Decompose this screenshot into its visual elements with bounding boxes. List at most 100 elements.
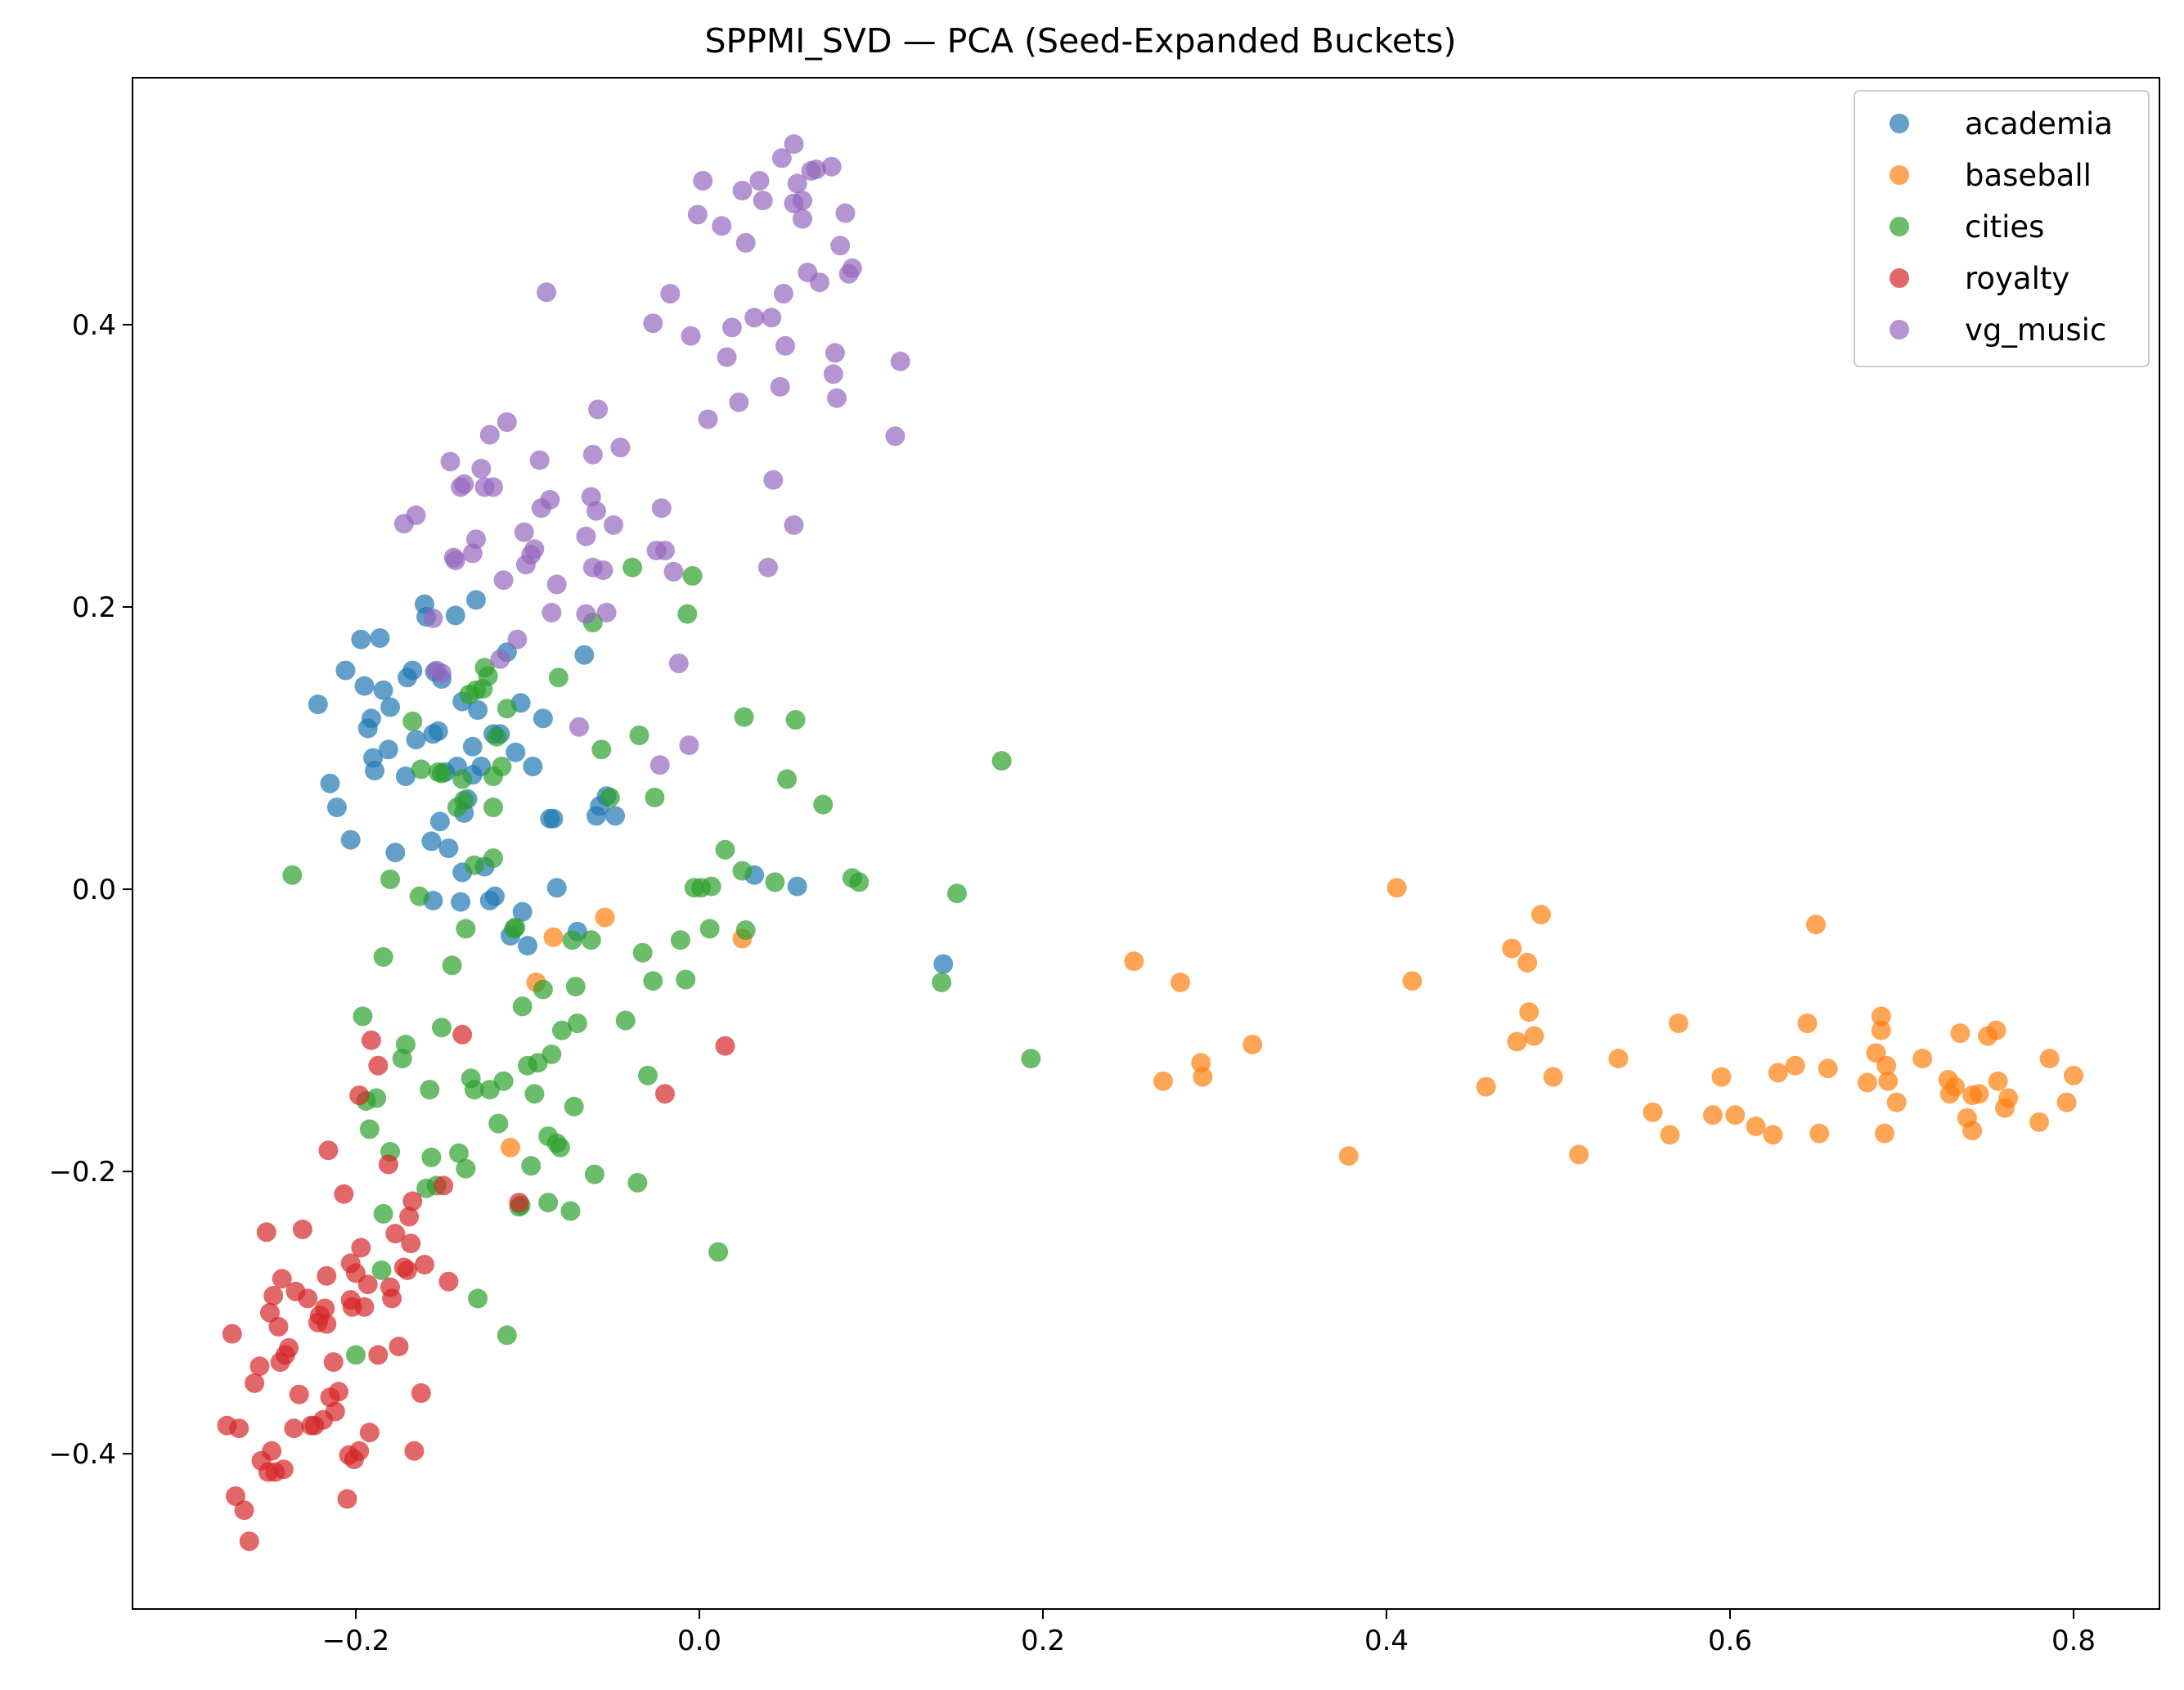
point-academia — [428, 721, 448, 741]
point-cities — [488, 1113, 509, 1134]
point-cities — [442, 955, 462, 976]
legend-marker-cities — [1890, 217, 1909, 236]
point-royalty — [411, 1383, 431, 1403]
point-cities — [676, 969, 696, 990]
point-cities — [638, 1065, 658, 1085]
point-royalty — [351, 1238, 371, 1258]
point-academia — [787, 876, 807, 897]
point-vg_music — [749, 171, 770, 191]
point-vg_music — [693, 171, 713, 191]
point-cities — [483, 848, 503, 869]
point-vg_music — [582, 444, 603, 465]
point-cities — [560, 1201, 581, 1221]
point-cities — [849, 872, 870, 892]
point-royalty — [357, 1274, 378, 1295]
point-cities — [734, 707, 754, 727]
point-royalty — [268, 1316, 289, 1337]
point-baseball — [1998, 1088, 2019, 1108]
point-vg_music — [679, 735, 699, 756]
point-academia — [518, 936, 537, 956]
point-royalty — [325, 1401, 345, 1422]
point-vg_music — [593, 560, 613, 581]
point-vg_music — [763, 470, 784, 490]
point-cities — [456, 919, 476, 939]
point-vg_music — [454, 474, 474, 494]
point-vg_music — [432, 663, 452, 684]
point-vg_music — [773, 284, 793, 303]
point-cities — [524, 1084, 545, 1104]
x-tick-label: 0.0 — [677, 1625, 721, 1657]
point-vg_music — [524, 539, 545, 560]
point-vg_music — [586, 501, 606, 521]
point-baseball — [1945, 1076, 1966, 1097]
point-baseball — [1243, 1034, 1263, 1054]
point-cities — [735, 920, 756, 941]
point-cities — [380, 870, 400, 889]
point-vg_music — [771, 148, 792, 169]
point-royalty — [317, 1265, 337, 1286]
y-tick-label: 0.2 — [72, 591, 116, 624]
point-baseball — [1988, 1071, 2008, 1091]
point-vg_music — [576, 526, 596, 546]
point-vg_music — [770, 376, 790, 397]
point-vg_music — [835, 203, 856, 223]
point-royalty — [385, 1224, 406, 1244]
y-tick-label: 0.4 — [72, 309, 116, 342]
point-vg_music — [823, 364, 843, 384]
point-royalty — [655, 1084, 675, 1104]
point-academia — [533, 708, 553, 729]
point-vg_music — [687, 205, 708, 225]
point-baseball — [1507, 1032, 1527, 1052]
plot-frame — [132, 77, 2160, 1610]
point-baseball — [1876, 1055, 1897, 1076]
point-royalty — [415, 1255, 434, 1274]
point-academia — [933, 954, 954, 974]
point-royalty — [292, 1219, 312, 1239]
point-cities — [715, 839, 735, 860]
point-cities — [584, 1164, 604, 1184]
point-cities — [552, 1020, 572, 1041]
point-vg_music — [663, 561, 684, 582]
point-baseball — [1818, 1058, 1838, 1079]
point-cities — [562, 930, 582, 951]
point-vg_music — [784, 134, 804, 155]
point-cities — [632, 942, 653, 963]
point-vg_music — [651, 498, 672, 519]
point-cities — [591, 739, 612, 760]
point-vg_music — [445, 551, 465, 571]
legend-marker-royalty — [1890, 268, 1909, 288]
point-vg_music — [588, 399, 609, 420]
point-royalty — [239, 1531, 259, 1552]
point-baseball — [1531, 905, 1551, 925]
point-cities — [493, 1071, 514, 1091]
point-academia — [340, 829, 361, 850]
point-cities — [366, 1088, 387, 1108]
point-baseball — [1886, 1092, 1907, 1112]
point-royalty — [368, 1345, 389, 1365]
point-royalty — [378, 1154, 398, 1175]
point-baseball — [1878, 1071, 1899, 1091]
point-vg_music — [466, 529, 486, 550]
point-cities — [682, 566, 703, 586]
point-academia — [395, 766, 416, 786]
point-cities — [497, 699, 517, 719]
point-vg_music — [471, 458, 492, 479]
point-academia — [380, 697, 400, 717]
point-vg_music — [721, 317, 742, 338]
point-baseball — [1171, 972, 1190, 992]
point-royalty — [401, 1234, 421, 1254]
point-royalty — [509, 1193, 529, 1213]
point-vg_music — [576, 604, 596, 624]
point-royalty — [284, 1418, 304, 1439]
point-baseball — [1703, 1105, 1723, 1126]
point-royalty — [262, 1441, 282, 1461]
point-vg_music — [681, 326, 701, 346]
point-vg_music — [604, 515, 623, 535]
point-cities — [615, 1010, 636, 1031]
point-baseball — [1608, 1049, 1629, 1069]
y-tick-label: −0.2 — [48, 1156, 116, 1189]
legend-box — [1854, 90, 2150, 367]
point-baseball — [1543, 1067, 1563, 1087]
legend-marker-baseball — [1890, 165, 1909, 185]
point-cities — [432, 763, 452, 784]
